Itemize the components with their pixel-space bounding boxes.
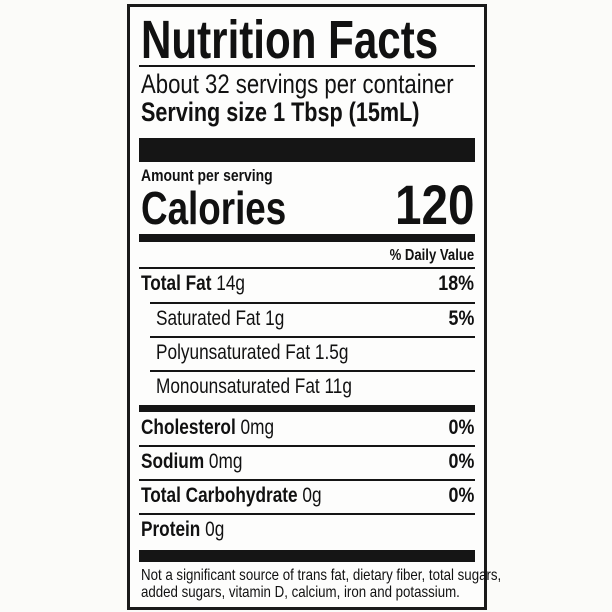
- serving-size-label: Serving size: [141, 97, 268, 127]
- divider: [150, 302, 475, 304]
- nutrient-daily-value: 18%: [438, 272, 474, 295]
- nutrient-amount: 0g: [302, 484, 322, 507]
- nutrient-daily-value: 5%: [448, 307, 474, 330]
- nutrient-name: Polyunsaturated Fat 1.5g: [156, 342, 348, 363]
- nutrient-label: Protein: [141, 518, 201, 541]
- amount-per-serving: Amount per serving: [141, 166, 273, 185]
- nutrient-label: Monounsaturated Fat: [156, 375, 320, 398]
- nutrient-label: Sodium: [141, 450, 205, 473]
- nutrient-amount: 0g: [205, 518, 225, 541]
- nutrient-name: Total Carbohydrate 0g: [141, 485, 322, 506]
- nutrient-daily-value: 0%: [448, 416, 474, 439]
- divider: [139, 65, 475, 67]
- nutrient-name: Saturated Fat 1g: [156, 308, 284, 329]
- footnote-line-2: added sugars, vitamin D, calcium, iron a…: [141, 584, 460, 601]
- nutrient-amount: 1.5g: [314, 341, 349, 364]
- nutrition-facts-label: Nutrition Facts About 32 servings per co…: [127, 4, 501, 610]
- nutrient-label: Cholesterol: [141, 416, 236, 439]
- divider: [139, 513, 475, 515]
- divider: [150, 336, 475, 338]
- divider: [139, 445, 475, 447]
- nutrient-amount: 0mg: [208, 450, 243, 473]
- serving-size-value: 1 Tbsp (15mL): [273, 97, 420, 127]
- nutrient-name: Sodium 0mg: [141, 451, 242, 472]
- nutrient-label: Total Fat: [141, 272, 212, 295]
- calories-value: 120: [394, 173, 474, 236]
- daily-value-header: % Daily Value: [389, 247, 474, 264]
- divider: [139, 405, 475, 412]
- nutrient-daily-value: 0%: [448, 484, 474, 507]
- nutrient-name: Cholesterol 0mg: [141, 417, 274, 438]
- nutrient-label: Polyunsaturated Fat: [156, 341, 311, 364]
- nutrient-amount: 14g: [216, 272, 246, 295]
- footnote-line-1: Not a significant source of trans fat, d…: [141, 567, 502, 584]
- nutrient-name: Monounsaturated Fat 11g: [156, 376, 352, 397]
- title: Nutrition Facts: [141, 10, 439, 70]
- nutrient-daily-value: 0%: [448, 450, 474, 473]
- nutrient-amount: 0mg: [240, 416, 275, 439]
- thick-bar: [139, 138, 475, 162]
- calories-label: Calories: [141, 182, 287, 234]
- servings-per-container: About 32 servings per container: [141, 69, 454, 99]
- nutrient-amount: 1g: [265, 307, 285, 330]
- serving-size: Serving size 1 Tbsp (15mL): [141, 99, 420, 126]
- divider: [139, 267, 475, 269]
- divider: [150, 370, 475, 372]
- nutrient-name: Protein 0g: [141, 519, 224, 540]
- nutrient-label: Total Carbohydrate: [141, 484, 298, 507]
- nutrient-name: Total Fat 14g: [141, 273, 245, 294]
- nutrient-label: Saturated Fat: [156, 307, 261, 330]
- divider: [139, 479, 475, 481]
- thick-bar: [139, 550, 475, 562]
- thick-divider: [139, 234, 475, 242]
- nutrient-amount: 11g: [324, 375, 352, 398]
